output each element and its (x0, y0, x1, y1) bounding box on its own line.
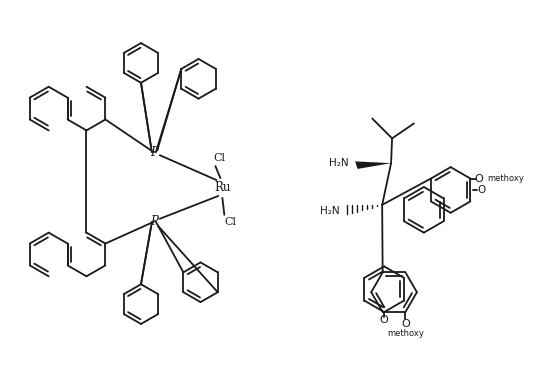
Text: Ru: Ru (214, 181, 230, 195)
Text: H₂N: H₂N (329, 158, 348, 168)
Text: methoxy: methoxy (387, 329, 424, 338)
Text: O: O (380, 315, 388, 325)
Text: Cl: Cl (214, 153, 226, 163)
Text: P: P (150, 146, 158, 159)
Polygon shape (355, 161, 391, 169)
Text: O: O (401, 319, 410, 329)
Text: methoxy: methoxy (487, 174, 524, 183)
Text: P: P (150, 215, 158, 228)
Text: O: O (474, 174, 483, 184)
Text: O: O (478, 185, 486, 195)
Text: Cl: Cl (225, 217, 236, 227)
Text: H₂N: H₂N (320, 206, 339, 216)
